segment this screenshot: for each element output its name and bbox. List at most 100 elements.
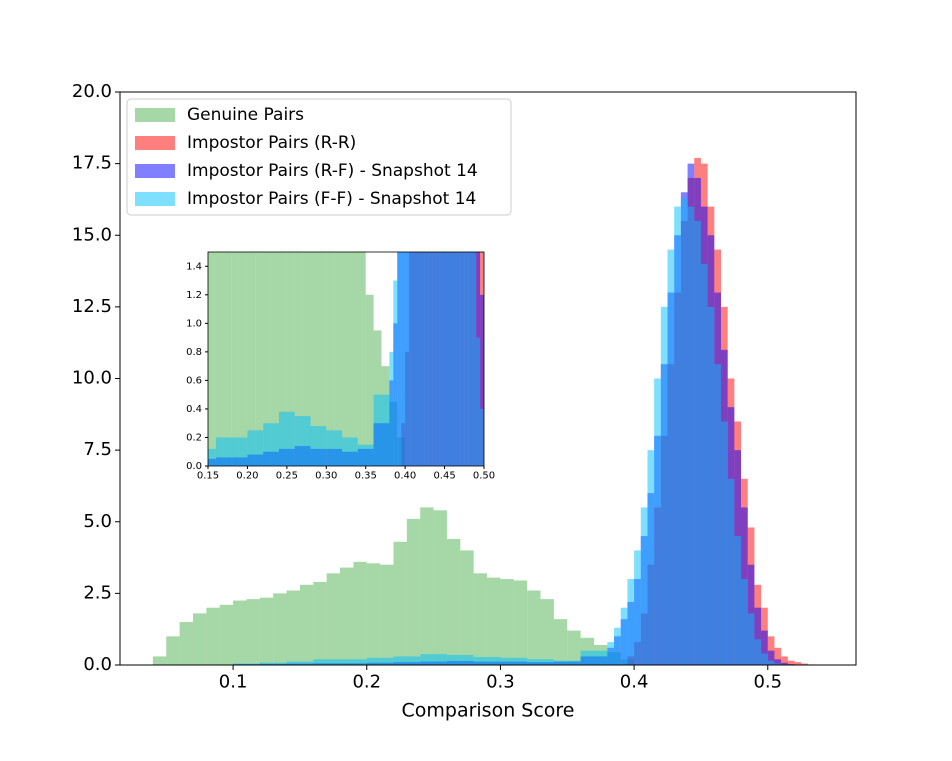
histogram-bar bbox=[484, 445, 488, 466]
histogram-bar bbox=[366, 563, 381, 665]
y-tick-label: 1.2 bbox=[186, 290, 202, 301]
histogram-bar bbox=[496, 462, 500, 466]
histogram-bar bbox=[393, 280, 398, 466]
x-tick-label: 0.25 bbox=[276, 470, 298, 481]
x-axis-label: Comparison Score bbox=[401, 700, 574, 722]
histogram-bar bbox=[286, 661, 314, 665]
x-tick-label: 0.5 bbox=[753, 672, 782, 693]
histogram-bar bbox=[741, 579, 748, 665]
histogram-bar bbox=[424, 252, 429, 466]
histogram-bar bbox=[153, 181, 161, 466]
y-tick-label: 17.5 bbox=[72, 153, 112, 174]
y-tick-label: 0.8 bbox=[186, 347, 202, 358]
legend-swatch bbox=[135, 108, 175, 122]
histogram-bar bbox=[527, 590, 541, 665]
histogram-bar bbox=[492, 455, 496, 466]
histogram-bar bbox=[700, 263, 708, 665]
histogram-bar bbox=[406, 518, 421, 665]
histogram-bar bbox=[500, 452, 504, 466]
legend-box bbox=[126, 98, 512, 216]
histogram-bar bbox=[326, 573, 341, 665]
histogram-bar bbox=[496, 465, 500, 466]
histogram-bar bbox=[640, 507, 648, 665]
histogram-bar bbox=[353, 561, 367, 665]
histogram-bar bbox=[420, 654, 447, 665]
histogram-bar bbox=[508, 463, 512, 466]
histogram-bar bbox=[169, 459, 185, 466]
histogram-bar bbox=[263, 423, 279, 466]
histogram-bar bbox=[774, 659, 782, 665]
histogram-bar bbox=[215, 437, 232, 466]
legend-label: Impostor Pairs (R-R) bbox=[187, 133, 356, 153]
histogram-bar bbox=[428, 252, 433, 466]
x-tick-label: 0.50 bbox=[473, 470, 495, 481]
histogram-bar bbox=[246, 599, 260, 665]
histogram-bar bbox=[500, 657, 528, 665]
histogram-bar bbox=[614, 627, 621, 665]
histogram-bar bbox=[393, 656, 421, 665]
histogram-bar bbox=[488, 437, 492, 466]
histogram-bar bbox=[527, 659, 554, 665]
histogram-bar bbox=[754, 639, 762, 665]
histogram-bar bbox=[620, 607, 628, 665]
histogram-bar bbox=[433, 510, 447, 665]
legend-label: Impostor Pairs (R-F) - Snapshot 14 bbox=[187, 161, 478, 181]
histogram-bar bbox=[380, 564, 394, 665]
histogram-bar bbox=[432, 252, 437, 466]
histogram-bar bbox=[239, 252, 248, 466]
y-tick-label: 0.0 bbox=[186, 461, 202, 472]
histogram-bar bbox=[310, 252, 319, 466]
x-tick-label: 0.2 bbox=[352, 672, 381, 693]
histogram-bar bbox=[540, 599, 554, 665]
y-tick-label: 12.5 bbox=[72, 296, 112, 317]
y-tick-label: 7.5 bbox=[83, 439, 112, 460]
histogram-bar bbox=[781, 662, 788, 665]
histogram-bar bbox=[553, 660, 581, 665]
histogram-bar bbox=[334, 252, 343, 466]
histogram-bar bbox=[484, 323, 488, 466]
histogram-bar bbox=[504, 459, 508, 466]
y-tick-label: 5.0 bbox=[83, 511, 112, 532]
histogram-bar bbox=[446, 538, 461, 665]
histogram-bar bbox=[787, 660, 795, 665]
histogram-bar bbox=[440, 252, 445, 466]
x-tick-label: 0.3 bbox=[486, 672, 515, 693]
histogram-bar bbox=[734, 536, 742, 665]
histogram-bar bbox=[480, 294, 484, 466]
histogram-bar bbox=[393, 541, 407, 665]
ticks: 0.1 0.2 0.3 0.4 0.5 0.0 2.5 5.0 7.5 10.0 12.5 15.0 1… bbox=[72, 81, 782, 693]
histogram-bar bbox=[145, 209, 153, 466]
histogram-bar bbox=[654, 378, 661, 665]
histogram-bar bbox=[452, 252, 457, 466]
histogram-bar bbox=[215, 252, 224, 466]
histogram-bar bbox=[219, 604, 234, 665]
histogram-bar bbox=[667, 249, 675, 665]
histogram-bar bbox=[767, 650, 775, 665]
histogram-bar bbox=[767, 660, 775, 665]
histogram-bar bbox=[169, 462, 185, 466]
x-tick-label: 0.20 bbox=[236, 470, 258, 481]
histogram-bar bbox=[255, 252, 264, 466]
histogram-bar bbox=[487, 577, 501, 665]
histogram-bar bbox=[774, 647, 782, 665]
histogram-bar bbox=[233, 600, 247, 665]
histogram-bar bbox=[278, 252, 287, 466]
histogram-bar bbox=[286, 252, 295, 466]
histogram-bar bbox=[342, 252, 350, 466]
legend: Genuine Pairs Impostor Pairs (R-R) Imposto… bbox=[126, 98, 512, 216]
histogram-bar bbox=[206, 607, 220, 665]
histogram-bar bbox=[727, 478, 735, 665]
histogram-bar bbox=[781, 656, 788, 665]
y-tick-label: 0.0 bbox=[83, 654, 112, 675]
legend-swatch bbox=[135, 192, 175, 206]
histogram-bar bbox=[231, 252, 240, 466]
y-tick-label: 15.0 bbox=[72, 224, 112, 245]
x-tick-label: 0.1 bbox=[219, 672, 248, 693]
histogram-bar bbox=[137, 252, 145, 466]
histogram-bar bbox=[694, 220, 701, 665]
inset-plot bbox=[137, 181, 512, 466]
histogram-bar bbox=[409, 252, 414, 466]
histogram-bar bbox=[647, 450, 655, 665]
histogram-bar bbox=[179, 622, 193, 665]
histogram-bar bbox=[707, 306, 715, 665]
